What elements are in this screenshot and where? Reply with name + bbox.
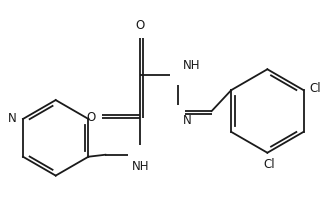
Text: O: O (86, 112, 96, 124)
Text: N: N (8, 112, 17, 126)
Text: O: O (136, 19, 145, 31)
Text: Cl: Cl (310, 82, 321, 95)
Text: NH: NH (183, 59, 200, 72)
Text: N: N (183, 114, 192, 127)
Text: NH: NH (131, 160, 149, 173)
Text: Cl: Cl (264, 158, 275, 171)
